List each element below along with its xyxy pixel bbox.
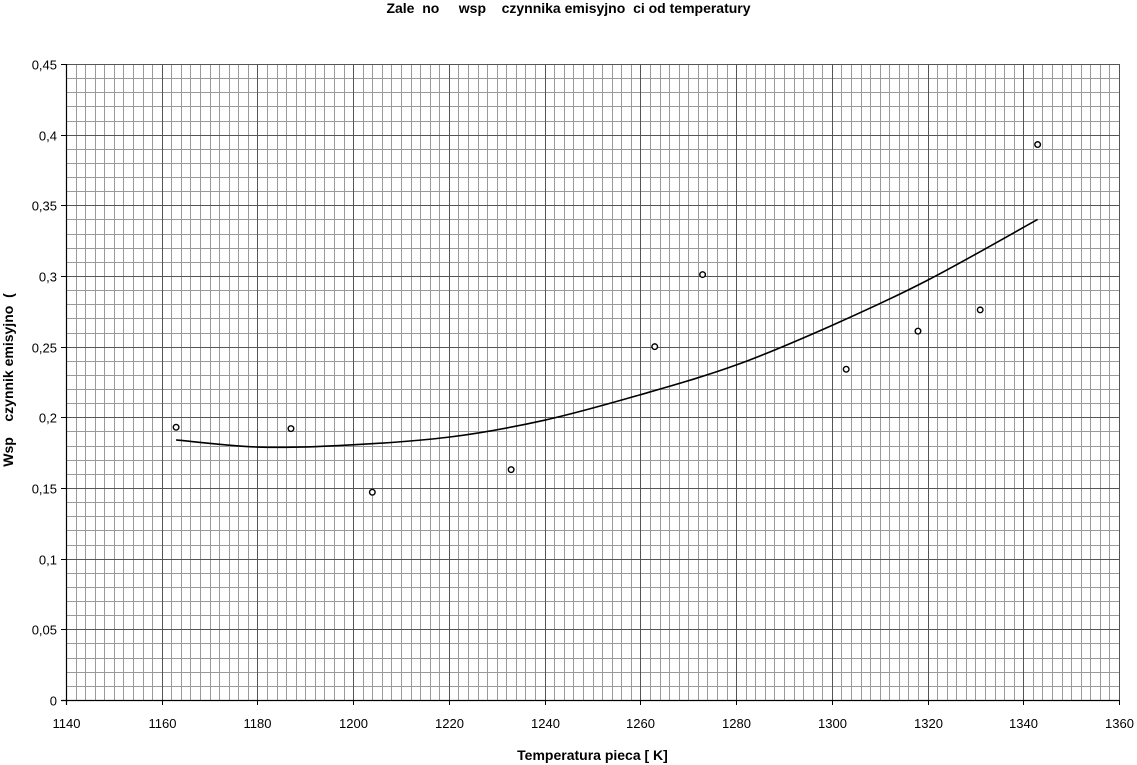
x-tick-label: 1320	[914, 716, 943, 731]
data-point	[914, 327, 922, 335]
y-tick-label: 0,3	[39, 270, 57, 285]
data-point	[651, 343, 659, 351]
data-point	[172, 423, 180, 431]
x-tick-label: 1160	[149, 716, 177, 731]
y-tick-label: 0,15	[32, 482, 57, 497]
x-tick-label: 1280	[722, 716, 751, 731]
y-tick-label: 0,4	[39, 129, 57, 144]
chart-title: Zale no wsp czynnika emisyjno ci od temp…	[386, 0, 751, 16]
trendline-layer	[176, 218, 1039, 449]
axes	[61, 64, 1120, 705]
data-points-layer	[172, 141, 1042, 496]
x-tick-labels: 1140 1160 1180 1200 1220 1240 1260 1280 1300 1320…	[53, 716, 1134, 731]
data-point	[699, 271, 707, 279]
data-point	[842, 365, 850, 373]
y-tick-label: 0,35	[32, 199, 57, 214]
y-axis-label: Wsp czynnik emisyjno (	[0, 293, 16, 467]
y-tick-label: 0,45	[32, 58, 57, 73]
x-tick-label: 1260	[626, 716, 655, 731]
data-point	[507, 466, 515, 474]
x-tick-label: 1220	[435, 716, 464, 731]
x-tick-label: 1180	[244, 716, 272, 731]
y-tick-label: 0,1	[39, 553, 57, 568]
y-tick-label: 0	[50, 694, 57, 709]
x-tick-label: 1300	[818, 716, 847, 731]
x-tick-label: 1240	[531, 716, 560, 731]
x-tick-label: 1360	[1105, 716, 1134, 731]
y-tick-label: 0,05	[32, 623, 57, 638]
x-tick-label: 1340	[1009, 716, 1038, 731]
x-tick-label: 1140	[53, 716, 81, 731]
data-point	[976, 306, 984, 314]
grid-minor	[66, 64, 1120, 701]
x-tick-label: 1200	[339, 716, 368, 731]
y-tick-label: 0,25	[32, 341, 57, 356]
data-point	[1034, 141, 1042, 149]
y-tick-labels: 0 0,05 0,1 0,15 0,2 0,25 0,3 0,35 0,4 0,45	[32, 58, 57, 709]
data-point	[368, 488, 376, 496]
trendline	[176, 218, 1039, 449]
x-axis-label: Temperatura pieca [ K]	[517, 747, 668, 763]
data-point	[287, 425, 295, 433]
y-tick-label: 0,2	[39, 411, 57, 426]
grid-major	[66, 64, 1120, 701]
